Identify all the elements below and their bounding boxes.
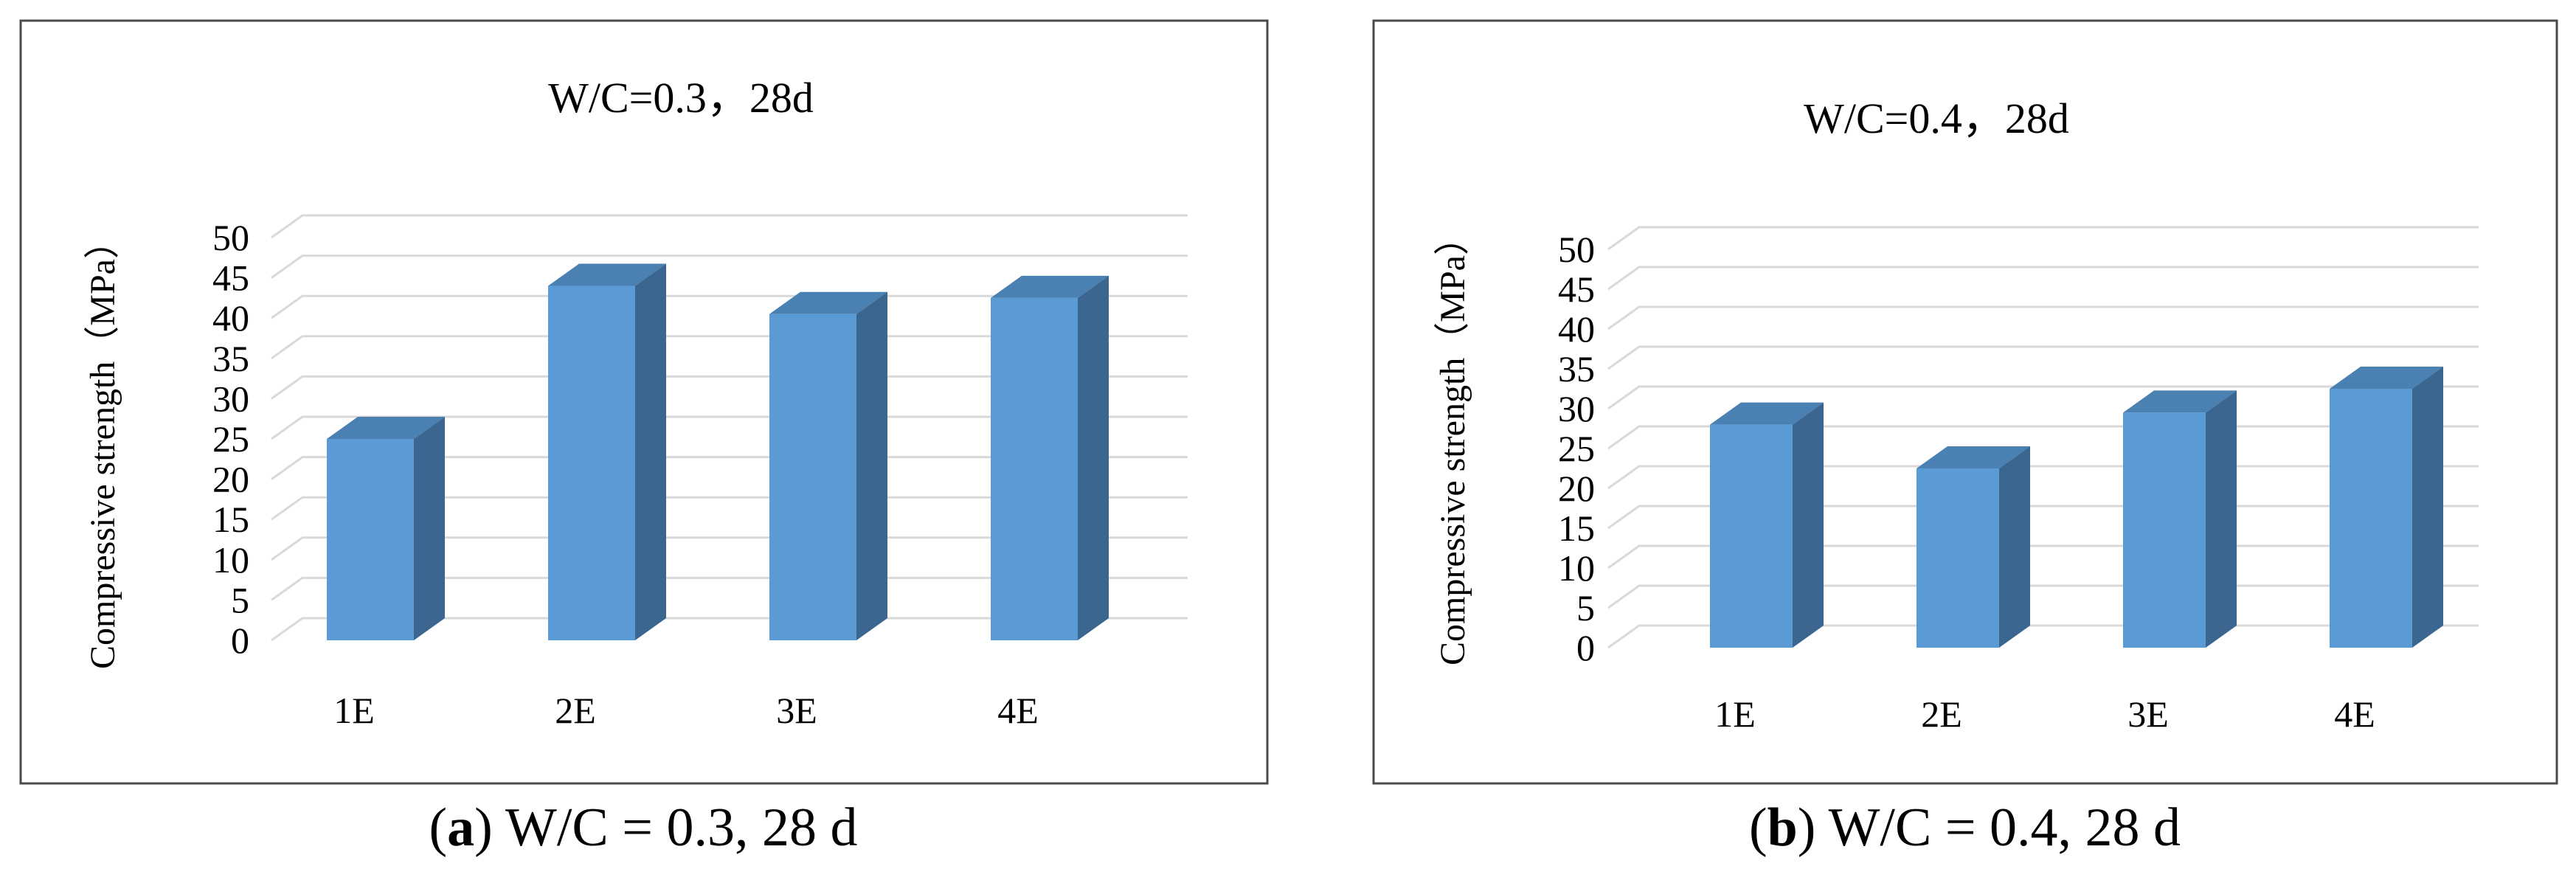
y-tick-label: 40	[1558, 308, 1595, 350]
x-tick-label: 4E	[2334, 693, 2375, 735]
y-tick-label: 15	[1558, 508, 1595, 549]
gridline	[1607, 226, 2479, 251]
y-tick-label: 25	[1558, 428, 1595, 469]
bar-top	[1917, 446, 2030, 468]
y-tick-label: 10	[1558, 547, 1595, 589]
caption-text-a: W/C = 0.3, 28 d	[505, 797, 858, 858]
gridline	[271, 214, 1188, 239]
y-axis-label: Compressive strength（MPa）	[1433, 220, 1472, 665]
bar	[2330, 389, 2412, 648]
bar-side	[2412, 367, 2443, 648]
y-tick-label: 50	[1558, 229, 1595, 270]
gridline	[271, 456, 1188, 480]
x-tick-label: 3E	[776, 690, 817, 731]
y-tick-label: 20	[1558, 468, 1595, 509]
bar-top	[2123, 390, 2237, 413]
x-tick-label: 2E	[555, 690, 596, 731]
gridline	[271, 617, 1188, 642]
y-tick-label: 0	[231, 620, 249, 661]
bar-top	[1710, 402, 1824, 425]
gridline	[271, 375, 1188, 400]
bar-side	[856, 291, 887, 640]
bar	[769, 314, 856, 640]
bar-top	[548, 263, 666, 286]
caption-text-b: W/C = 0.4, 28 d	[1828, 797, 2181, 858]
y-tick-label: 10	[212, 539, 249, 581]
x-tick-label: 4E	[997, 690, 1039, 731]
bar	[548, 285, 635, 640]
gridline	[1607, 266, 2479, 291]
gridline	[271, 576, 1188, 601]
figure-caption-b: (b) W/C = 0.4, 28 d	[1748, 797, 2181, 858]
bar-side	[1999, 446, 2030, 648]
gridline	[271, 294, 1188, 319]
bar-side	[1793, 402, 1824, 648]
chart-title: W/C=0.3，28d	[548, 74, 814, 122]
y-tick-label: 30	[1558, 388, 1595, 429]
gridline	[1607, 305, 2479, 330]
y-tick-label: 30	[212, 378, 249, 419]
bar-top	[991, 275, 1109, 298]
bar	[2123, 412, 2206, 648]
gridline	[271, 536, 1188, 561]
bar-side	[1078, 275, 1109, 640]
y-tick-label: 25	[212, 418, 249, 460]
gridline	[271, 496, 1188, 521]
caption-label-b: b	[1767, 797, 1798, 858]
gridline	[271, 415, 1188, 440]
caption-label-a: a	[447, 797, 475, 858]
bar	[991, 297, 1078, 640]
bar-side	[635, 263, 666, 640]
bar-side	[414, 417, 445, 640]
bar-top	[2330, 367, 2443, 389]
y-tick-label: 40	[212, 297, 249, 339]
gridline	[271, 335, 1188, 360]
bar	[1710, 424, 1793, 648]
y-tick-label: 0	[1576, 627, 1595, 668]
y-tick-label: 35	[212, 338, 249, 379]
y-tick-label: 5	[1576, 587, 1595, 629]
y-tick-label: 35	[1558, 348, 1595, 389]
gridline	[271, 254, 1188, 279]
bar-side	[2206, 390, 2237, 648]
y-tick-label: 50	[212, 217, 249, 258]
bar-top	[327, 417, 445, 439]
bar	[1917, 468, 1999, 648]
bar	[327, 439, 414, 640]
y-tick-label: 20	[212, 459, 249, 500]
chart-panel-a: W/C=0.3，28d 0 5 10 15 20 25 30 35 40 45 50 Compressi…	[0, 0, 1288, 789]
y-tick-label: 5	[231, 579, 249, 620]
y-tick-label: 45	[212, 257, 249, 299]
x-tick-label: 1E	[1714, 693, 1756, 735]
x-tick-label: 1E	[333, 690, 375, 731]
bar-top	[769, 291, 887, 314]
gridline	[1607, 385, 2479, 410]
y-tick-label: 15	[212, 499, 249, 540]
y-tick-label: 45	[1558, 269, 1595, 310]
gridline	[1607, 345, 2479, 370]
x-tick-label: 2E	[1921, 693, 1962, 735]
chart-title: W/C=0.4，28d	[1804, 94, 2069, 142]
figure-caption-a: (a) W/C = 0.3, 28 d	[429, 797, 858, 858]
chart-panel-b: W/C=0.4，28d 0 5 10 15 20 25 30 35 40 45 50 Compressi…	[1357, 0, 2576, 789]
x-tick-label: 3E	[2127, 693, 2169, 735]
y-axis-label: Compressive strength（MPa）	[83, 224, 122, 669]
